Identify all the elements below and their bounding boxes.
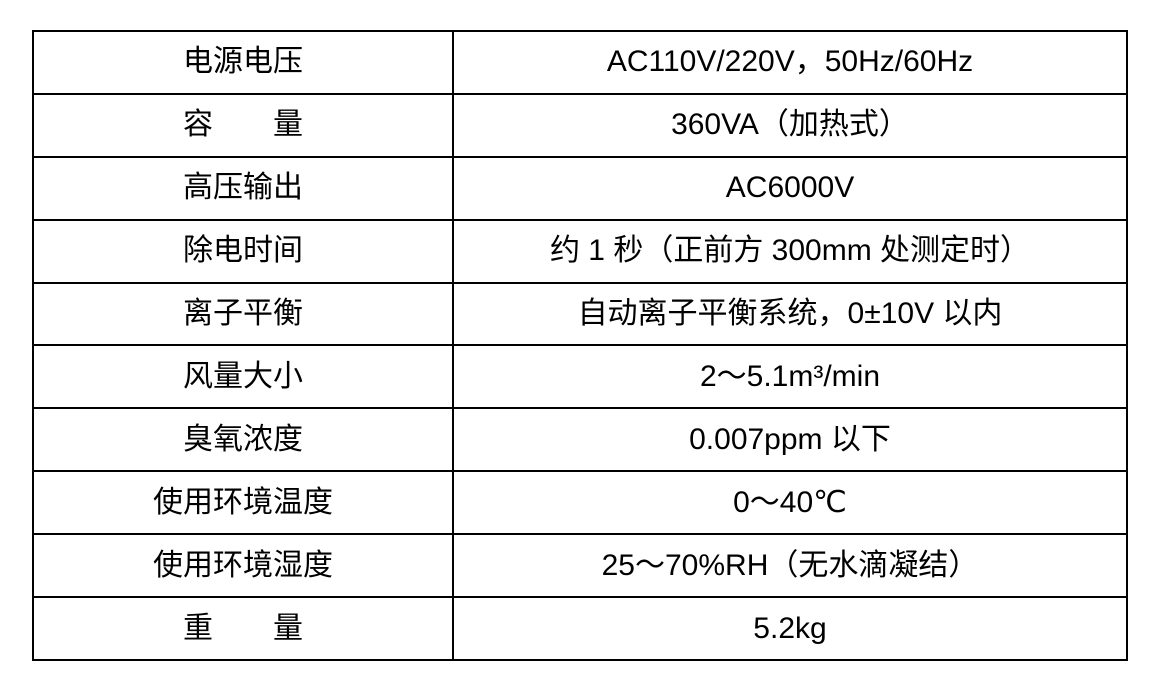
spec-value: AC6000V [452,155,1128,221]
spec-table: 电源电压 AC110V/220V，50Hz/60Hz 容 量 360VA（加热式… [32,30,1128,661]
spec-label: 离子平衡 [32,281,454,347]
table-row: 臭氧浓度 0.007ppm 以下 [32,407,1128,473]
table-row: 除电时间 约 1 秒（正前方 300mm 处测定时） [32,218,1128,284]
spec-value: 25～70%RH（无水滴凝结） [452,533,1128,599]
table-row: 高压输出 AC6000V [32,155,1128,221]
spec-label: 使用环境湿度 [32,533,454,599]
spec-label: 臭氧浓度 [32,407,454,473]
spec-value: 360VA（加热式） [452,92,1128,158]
spec-label: 风量大小 [32,344,454,410]
spec-label: 电源电压 [32,30,454,95]
spec-value: 自动离子平衡系统，0±10V 以内 [452,281,1128,347]
spec-label: 除电时间 [32,218,454,284]
spec-value: AC110V/220V，50Hz/60Hz [452,30,1128,95]
spec-value: 0～40℃ [452,470,1128,536]
spec-value: 5.2kg [452,596,1128,661]
table-row: 电源电压 AC110V/220V，50Hz/60Hz [32,30,1128,95]
spec-value: 0.007ppm 以下 [452,407,1128,473]
table-row: 容 量 360VA（加热式） [32,92,1128,158]
table-row: 重 量 5.2kg [32,596,1128,661]
spec-value: 2～5.1m³/min [452,344,1128,410]
spec-label: 容 量 [32,92,454,158]
table-row: 离子平衡 自动离子平衡系统，0±10V 以内 [32,281,1128,347]
table-row: 使用环境湿度 25～70%RH（无水滴凝结） [32,533,1128,599]
spec-label: 重 量 [32,596,454,661]
spec-label: 高压输出 [32,155,454,221]
spec-value: 约 1 秒（正前方 300mm 处测定时） [452,218,1128,284]
table-row: 风量大小 2～5.1m³/min [32,344,1128,410]
spec-label: 使用环境温度 [32,470,454,536]
table-row: 使用环境温度 0～40℃ [32,470,1128,536]
